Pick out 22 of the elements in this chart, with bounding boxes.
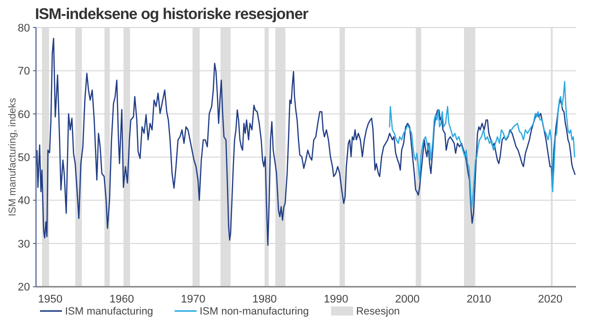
y-tick-label: 80 [18,22,30,34]
x-tick-label: 1980 [252,294,277,306]
line-series [388,80,576,210]
x-tick-label: 2010 [466,294,492,306]
y-tick-label: 20 [18,282,30,294]
y-tick-label: 40 [18,195,30,208]
y-axis-title: ISM manufacturing, indeks [8,98,18,216]
x-tick-label: 1960 [109,294,134,306]
y-tick-label: 50 [18,152,30,164]
y-tick-label: 30 [18,238,30,250]
y-tick-label: 70 [18,66,30,78]
line-series [35,38,576,246]
x-tick-label: 1970 [180,294,206,306]
y-tick-label: 60 [18,108,30,121]
legend-label: ISM non-manufacturing [200,306,309,318]
x-tick-label: 2020 [538,294,563,306]
legend-label: ISM manufacturing [65,306,154,318]
legend-label: Resesjon [356,306,400,318]
chart-title: ISM-indeksene og historiske resesjoner [35,6,308,23]
x-tick-label: 2000 [395,294,420,306]
x-tick-label: 1990 [324,294,348,306]
x-tick-label: 1950 [38,294,63,306]
